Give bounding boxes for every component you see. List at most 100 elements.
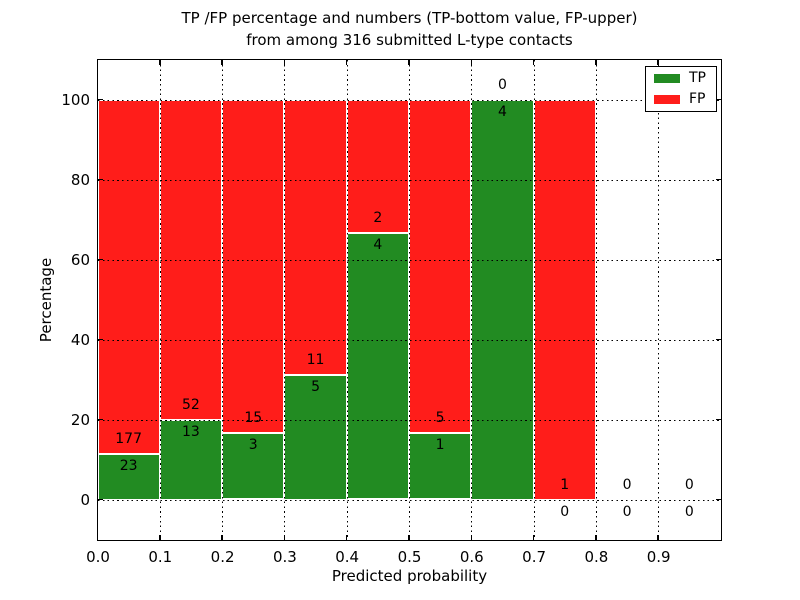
y-tick-label-20: 20 bbox=[70, 411, 90, 429]
y-tick-left-60 bbox=[97, 258, 103, 261]
gridline-v-0.3 bbox=[284, 59, 286, 540]
count-label-tp-bin-0.5: 1 bbox=[435, 436, 445, 453]
x-tick-label-0.0: 0.0 bbox=[86, 548, 110, 566]
x-tick-bottom-0.2 bbox=[221, 534, 223, 540]
x-tick-bottom-0.1 bbox=[159, 534, 161, 540]
count-label-fp-bin-0.6: 0 bbox=[497, 76, 507, 93]
chart-title-line-2: from among 316 submitted L-type contacts bbox=[246, 31, 573, 49]
count-label-fp-bin-0.0: 177 bbox=[115, 430, 143, 447]
gridline-v-0.4 bbox=[346, 59, 348, 540]
x-tick-bottom-0.9 bbox=[657, 534, 659, 540]
gridline-v-0.1 bbox=[159, 59, 161, 540]
count-label-tp-bin-0.0: 23 bbox=[119, 457, 138, 474]
x-tick-bottom-0.0 bbox=[96, 534, 99, 540]
bar-fp-bin-0.7 bbox=[533, 99, 596, 500]
y-tick-right-40 bbox=[715, 338, 721, 341]
count-label-fp-bin-0.4: 2 bbox=[373, 209, 383, 226]
bar-tp-bin-0.2 bbox=[222, 432, 285, 500]
y-axis-label: Percentage bbox=[37, 257, 55, 343]
gridline-v-0.6 bbox=[471, 59, 473, 540]
y-tick-left-100 bbox=[97, 98, 103, 101]
y-tick-left-80 bbox=[97, 178, 103, 181]
bar-fp-bin-0.5 bbox=[409, 99, 472, 433]
x-tick-label-0.6: 0.6 bbox=[459, 548, 484, 566]
y-tick-right-100 bbox=[715, 98, 721, 101]
x-tick-label-0.4: 0.4 bbox=[335, 548, 360, 566]
x-tick-bottom-0.6 bbox=[470, 534, 473, 540]
x-tick-top-0.6 bbox=[470, 59, 473, 65]
count-label-tp-bin-0.4: 4 bbox=[373, 236, 383, 253]
legend-item-fp: FP bbox=[654, 92, 708, 107]
y-tick-right-20 bbox=[715, 418, 721, 421]
y-tick-right-80 bbox=[715, 178, 721, 181]
count-label-fp-bin-0.5: 5 bbox=[435, 409, 445, 426]
gridline-v-0.5 bbox=[409, 59, 410, 540]
y-tick-label-40: 40 bbox=[70, 331, 90, 349]
y-tick-left-0 bbox=[97, 498, 103, 501]
bar-fp-bin-0.3 bbox=[284, 99, 347, 375]
gridline-v-0.2 bbox=[222, 59, 224, 540]
y-tick-label-60: 60 bbox=[70, 251, 90, 269]
x-tick-top-0.1 bbox=[159, 59, 161, 65]
count-label-tp-bin-0.6: 4 bbox=[497, 103, 507, 120]
y-tick-label-0: 0 bbox=[80, 491, 90, 509]
legend-swatch-fp-icon bbox=[654, 95, 680, 104]
bar-fp-bin-0.4 bbox=[346, 99, 409, 233]
y-tick-right-0 bbox=[715, 498, 721, 501]
count-label-fp-bin-0.3: 11 bbox=[306, 351, 325, 368]
x-tick-top-0.8 bbox=[595, 59, 597, 65]
bar-tp-bin-0.0 bbox=[97, 453, 160, 500]
x-tick-bottom-0.5 bbox=[408, 534, 410, 540]
x-tick-label-0.1: 0.1 bbox=[148, 548, 173, 566]
count-label-fp-bin-0.7: 1 bbox=[560, 476, 570, 493]
y-tick-label-80: 80 bbox=[70, 171, 90, 189]
legend-item-tp: TP bbox=[654, 71, 708, 86]
legend-swatch-tp-icon bbox=[654, 74, 680, 83]
y-tick-label-100: 100 bbox=[61, 91, 90, 109]
gridline-v-0.8 bbox=[595, 59, 597, 540]
count-label-tp-bin-0.2: 3 bbox=[248, 436, 258, 453]
x-tick-label-0.3: 0.3 bbox=[272, 548, 297, 566]
y-tick-left-20 bbox=[97, 418, 103, 421]
x-tick-bottom-0.8 bbox=[595, 534, 597, 540]
count-label-tp-bin-0.9: 0 bbox=[684, 503, 694, 520]
count-label-fp-bin-0.9: 0 bbox=[684, 476, 694, 493]
x-tick-top-0.5 bbox=[408, 59, 410, 65]
legend-label-fp: FP bbox=[689, 91, 706, 107]
count-label-fp-bin-0.1: 52 bbox=[182, 396, 200, 413]
bar-fp-bin-0.0 bbox=[97, 99, 160, 454]
y-tick-left-40 bbox=[97, 338, 103, 341]
count-label-tp-bin-0.7: 0 bbox=[560, 503, 570, 520]
x-tick-label-0.8: 0.8 bbox=[584, 548, 609, 566]
x-tick-label-0.9: 0.9 bbox=[646, 548, 671, 566]
x-tick-top-0.7 bbox=[532, 59, 535, 65]
bar-tp-bin-0.6 bbox=[471, 99, 534, 500]
chart-title-line-1: TP /FP percentage and numbers (TP-bottom… bbox=[181, 9, 638, 27]
bar-tp-bin-0.1 bbox=[159, 419, 223, 500]
count-label-fp-bin-0.2: 15 bbox=[244, 409, 263, 426]
x-tick-bottom-0.7 bbox=[532, 534, 535, 540]
x-tick-top-0.3 bbox=[283, 59, 286, 65]
count-label-tp-bin-0.8: 0 bbox=[622, 503, 632, 520]
gridline-v-0.7 bbox=[533, 59, 535, 540]
x-tick-top-0.0 bbox=[96, 59, 99, 65]
x-tick-top-0.2 bbox=[221, 59, 223, 65]
legend: TP FP bbox=[645, 66, 717, 112]
x-tick-bottom-0.3 bbox=[283, 534, 286, 540]
x-tick-bottom-0.4 bbox=[345, 534, 348, 540]
legend-label-tp: TP bbox=[689, 70, 706, 86]
count-label-tp-bin-0.3: 5 bbox=[311, 378, 321, 395]
count-label-fp-bin-0.8: 0 bbox=[622, 476, 632, 493]
x-tick-top-0.4 bbox=[345, 59, 348, 65]
x-tick-label-0.2: 0.2 bbox=[210, 548, 235, 566]
bar-tp-bin-0.4 bbox=[346, 232, 409, 500]
plot-area: 177 23 52 13 15 3 11 5 2 4 5 1 0 4 1 0 0 0 0 0 bbox=[96, 58, 722, 541]
x-tick-label-0.5: 0.5 bbox=[397, 548, 422, 566]
y-tick-right-60 bbox=[715, 258, 721, 261]
x-tick-label-0.7: 0.7 bbox=[522, 548, 547, 566]
count-label-tp-bin-0.1: 13 bbox=[182, 423, 200, 440]
x-tick-top-0.9 bbox=[657, 59, 659, 65]
bar-fp-bin-0.2 bbox=[222, 99, 285, 433]
x-axis-label: Predicted probability bbox=[331, 567, 488, 585]
